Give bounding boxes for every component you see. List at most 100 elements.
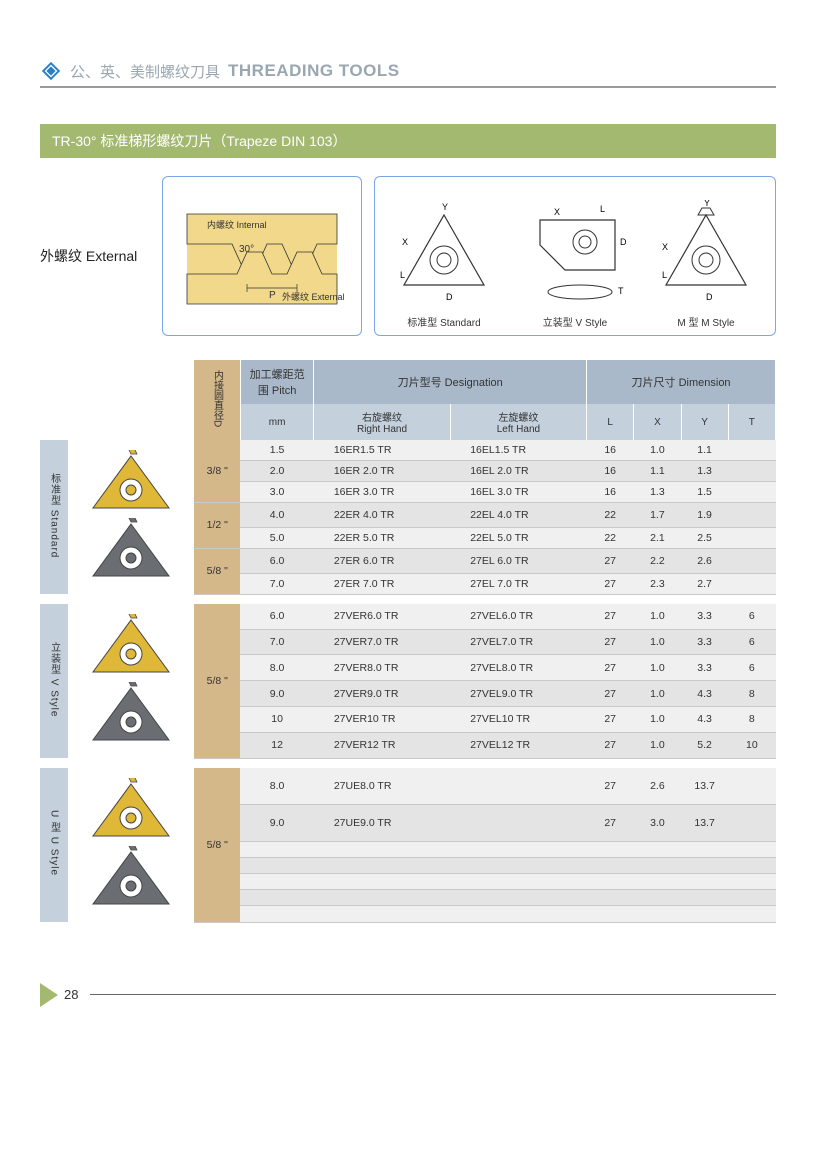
cell-L: 27 [587,768,634,804]
cell-L: 22 [587,527,634,548]
cell-mm [240,842,313,858]
cell-rh: 22ER 5.0 TR [314,527,450,548]
cell-T [728,768,775,804]
cell-d: 1/2 " [194,503,240,549]
cell-L [587,890,634,906]
svg-text:L: L [600,204,605,214]
cell-lh: 16EL1.5 TR [450,440,586,461]
cell-L [587,842,634,858]
cell-Y: 1.5 [681,482,728,503]
group-label: 标准型 Standard [40,440,68,594]
cell-lh: 27VEL8.0 TR [450,655,586,681]
cell-Y: 2.5 [681,527,728,548]
cell-Y: 13.7 [681,804,728,841]
cell-mm: 5.0 [240,527,313,548]
svg-text:X: X [554,207,560,217]
cell-Y [681,858,728,874]
caption-mstyle: M 型 M Style [677,314,734,329]
fig1-p: P [269,290,276,301]
cell-T [728,804,775,841]
cell-mm: 7.0 [240,629,313,655]
cell-T [728,548,775,573]
spec-table: 内接圆直径D 加工螺距范围 Pitch 刀片型号 Designation 刀片尺… [40,360,776,923]
cell-T: 10 [728,732,775,758]
cell-X: 1.0 [634,681,681,707]
cell-lh [450,858,586,874]
cell-T: 8 [728,681,775,707]
cell-lh: 27VEL10 TR [450,706,586,732]
cell-mm: 8.0 [240,655,313,681]
svg-text:T: T [618,286,624,296]
th-pitch: 加工螺距范围 Pitch [240,360,313,404]
cell-lh: 27EL 6.0 TR [450,548,586,573]
cell-T [728,440,775,461]
cell-rh: 27UE9.0 TR [314,804,450,841]
cell-T [728,842,775,858]
cell-mm: 9.0 [240,804,313,841]
cell-lh: 27VEL6.0 TR [450,604,586,629]
cell-T: 6 [728,655,775,681]
cell-Y [681,874,728,890]
logo-icon [40,60,62,82]
cell-L: 27 [587,681,634,707]
th-desig: 刀片型号 Designation [314,360,587,404]
caption-vstyle: 立装型 V Style [543,314,607,329]
cell-mm: 1.5 [240,440,313,461]
cell-lh [450,804,586,841]
cell-L: 16 [587,461,634,482]
cell-L: 27 [587,732,634,758]
cell-X [634,874,681,890]
cell-lh: 27VEL9.0 TR [450,681,586,707]
fig1-external-label: 外螺纹 External [282,291,345,302]
cell-T [728,461,775,482]
group-label: 立装型 V Style [40,604,68,758]
table-row: 标准型 Standard3/8 "1.516ER1.5 TR16EL1.5 TR… [40,440,776,461]
cell-L [587,858,634,874]
cell-X: 1.1 [634,461,681,482]
cell-Y: 13.7 [681,768,728,804]
svg-text:D: D [620,237,627,247]
cell-L: 27 [587,573,634,594]
cell-rh: 27UE8.0 TR [314,768,450,804]
th-rh: 右旋螺纹Right Hand [314,404,450,440]
cell-Y: 3.3 [681,655,728,681]
cell-L: 27 [587,655,634,681]
cell-mm: 12 [240,732,313,758]
insert-image-cell [68,604,194,758]
cell-d: 5/8 " [194,548,240,594]
cell-T: 6 [728,604,775,629]
cell-L [587,874,634,890]
cell-T [728,527,775,548]
cell-Y: 5.2 [681,732,728,758]
cell-L: 27 [587,706,634,732]
th-X: X [634,404,681,440]
cell-Y: 2.7 [681,573,728,594]
cell-L: 27 [587,548,634,573]
svg-text:L: L [662,270,667,280]
cell-rh: 27VER8.0 TR [314,655,450,681]
cell-rh [314,842,450,858]
cell-X [634,906,681,922]
cell-X: 1.0 [634,655,681,681]
cell-T [728,890,775,906]
mstyle-insert-icon: Y X L D [656,200,756,310]
fig1-angle: 30° [239,244,254,255]
external-label: 外螺纹 External [40,176,150,336]
table-row: 立装型 V Style5/8 "6.027VER6.0 TR27VEL6.0 T… [40,604,776,629]
cell-rh: 22ER 4.0 TR [314,503,450,528]
cell-mm: 9.0 [240,681,313,707]
header-en: THREADING TOOLS [228,61,400,81]
cell-Y: 3.3 [681,629,728,655]
cell-X: 1.3 [634,482,681,503]
cell-d: 5/8 " [194,604,240,758]
cell-rh: 16ER 3.0 TR [314,482,450,503]
cell-lh: 27EL 7.0 TR [450,573,586,594]
standard-insert-icon: X Y D L [394,200,494,310]
cell-X [634,842,681,858]
caption-standard: 标准型 Standard [407,314,480,329]
cell-mm: 6.0 [240,604,313,629]
cell-L: 27 [587,804,634,841]
cell-mm [240,906,313,922]
cell-X: 1.0 [634,440,681,461]
cell-T [728,906,775,922]
